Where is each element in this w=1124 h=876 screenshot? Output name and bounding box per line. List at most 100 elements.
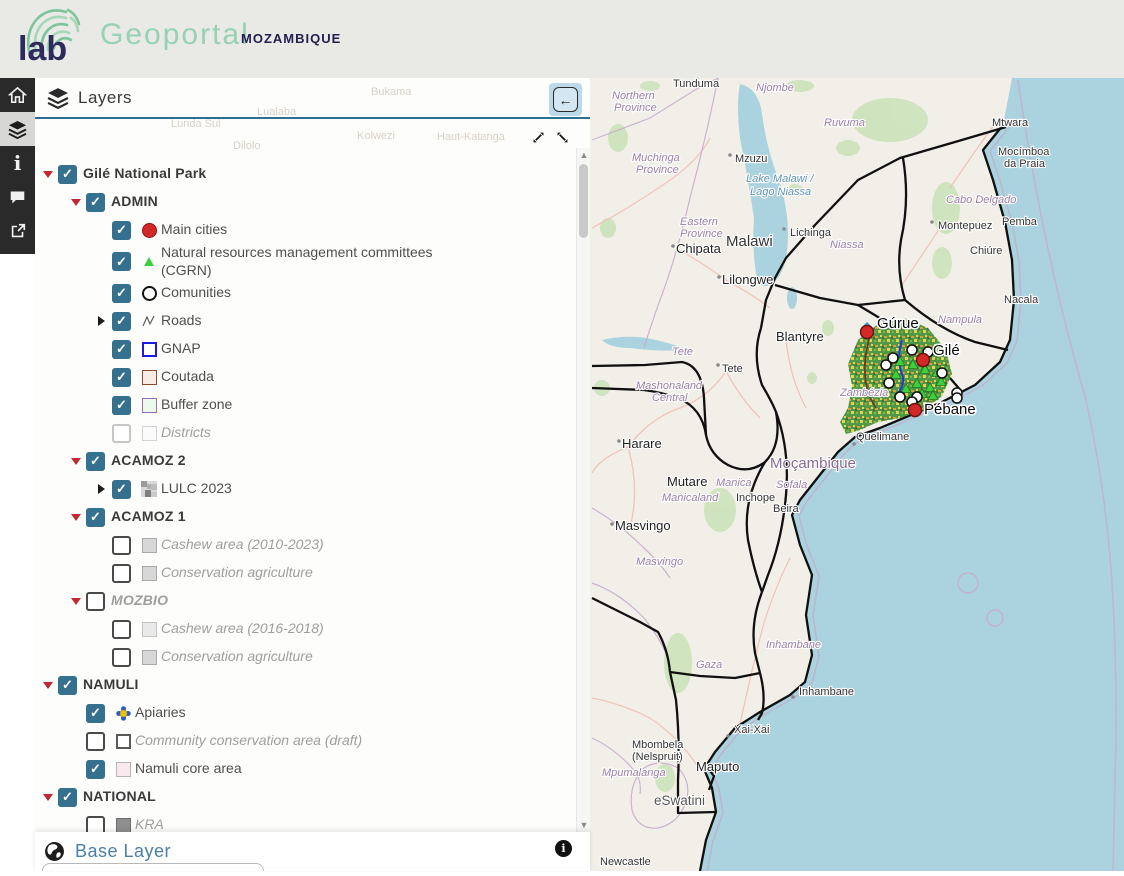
layer-tree-row[interactable]: MOZBIO — [35, 587, 576, 615]
layer-checkbox[interactable] — [86, 816, 105, 833]
base-layer-info-icon[interactable]: i — [555, 840, 572, 857]
layer-tree-row[interactable]: ✓ACAMOZ 1 — [35, 503, 576, 531]
layer-tree-row[interactable]: Cashew area (2010-2023) — [35, 531, 576, 559]
main-city-marker[interactable] — [861, 326, 874, 339]
map-place-label: Inhambane — [799, 686, 854, 698]
layer-checkbox[interactable]: ✓ — [112, 396, 131, 415]
layer-checkbox[interactable] — [112, 536, 131, 555]
layer-checkbox[interactable]: ✓ — [58, 788, 77, 807]
layer-label: Buffer zone — [161, 396, 232, 414]
main-city-marker[interactable] — [909, 404, 922, 417]
community-marker[interactable] — [937, 368, 947, 378]
layer-label: Comunities — [161, 284, 231, 302]
layer-tree-row[interactable]: Community conservation area (draft) — [35, 727, 576, 755]
layer-tree-row[interactable]: ✓Natural resources management committees… — [35, 244, 576, 279]
scrollbar-thumb[interactable] — [579, 164, 588, 238]
layer-checkbox[interactable]: ✓ — [86, 452, 105, 471]
layer-checkbox[interactable]: ✓ — [112, 252, 131, 271]
expand-down-icon[interactable] — [39, 682, 56, 689]
city-marker-label: Pébane — [924, 401, 976, 418]
layer-label: Cashew area (2016-2018) — [161, 620, 324, 638]
layer-checkbox[interactable]: ✓ — [58, 165, 77, 184]
expand-down-icon[interactable] — [39, 171, 56, 178]
layer-checkbox[interactable]: ✓ — [112, 312, 131, 331]
layer-tree-row[interactable]: ✓Namuli core area — [35, 755, 576, 783]
expand-right-icon[interactable] — [93, 484, 110, 494]
layer-checkbox[interactable]: ✓ — [112, 368, 131, 387]
layer-checkbox[interactable]: ✓ — [86, 760, 105, 779]
expand-down-icon[interactable] — [67, 458, 84, 465]
lab-logo[interactable]: lab — [16, 4, 88, 74]
layer-checkbox[interactable] — [112, 424, 131, 443]
legend-symbol-roads — [137, 311, 161, 331]
layer-tree-row[interactable]: Conservation agriculture — [35, 559, 576, 587]
community-marker[interactable] — [907, 345, 917, 355]
layer-tree-row[interactable]: ✓NATIONAL — [35, 783, 576, 811]
map-place-label: Malawi — [726, 233, 773, 250]
layer-tree-row[interactable]: Cashew area (2016-2018) — [35, 615, 576, 643]
nav-comments-button[interactable] — [0, 180, 35, 214]
layer-checkbox[interactable] — [112, 648, 131, 667]
layer-checkbox[interactable] — [112, 620, 131, 639]
layer-tree-row[interactable]: ✓Apiaries — [35, 699, 576, 727]
map-place-label: (Nelspruit) — [632, 751, 683, 763]
layer-checkbox[interactable] — [86, 592, 105, 611]
layer-checkbox[interactable]: ✓ — [112, 221, 131, 240]
community-marker[interactable] — [888, 353, 898, 363]
layer-checkbox[interactable]: ✓ — [86, 193, 105, 212]
layer-checkbox[interactable]: ✓ — [86, 508, 105, 527]
expand-down-icon[interactable] — [67, 598, 84, 605]
layer-checkbox[interactable] — [86, 732, 105, 751]
city-marker-label: Gilé — [933, 342, 960, 359]
nav-share-button[interactable] — [0, 214, 35, 248]
layers-panel-title: Layers — [78, 88, 132, 108]
layer-checkbox[interactable] — [112, 564, 131, 583]
main-city-marker[interactable] — [917, 354, 930, 367]
map-place-label: da Praia — [1004, 158, 1046, 170]
map-place-label: Central — [652, 392, 688, 404]
layer-tree-row[interactable]: ✓ Coutada — [35, 363, 576, 391]
legend-symbol-gnap — [137, 339, 161, 359]
expand-down-icon[interactable] — [67, 514, 84, 521]
layer-tree-row[interactable]: ✓LULC 2023 — [35, 475, 576, 503]
layer-checkbox[interactable]: ✓ — [112, 284, 131, 303]
layer-checkbox[interactable]: ✓ — [112, 480, 131, 499]
layer-label: Coutada — [161, 368, 214, 386]
map[interactable]: TundumaNjombeNorthernProvinceMtwaraMocím… — [590, 78, 1124, 871]
tree-scrollbar[interactable]: ▲ ▼ — [576, 148, 590, 832]
layer-tree-row[interactable]: ✓ Comunities — [35, 279, 576, 307]
layer-checkbox[interactable]: ✓ — [58, 676, 77, 695]
legend-symbol-ring — [137, 283, 161, 303]
layer-label: Cashew area (2010-2023) — [161, 536, 324, 554]
map-place-label: Province — [636, 164, 679, 176]
nav-info-button[interactable]: i — [0, 146, 35, 180]
layer-tree-row[interactable]: ✓ Buffer zone — [35, 391, 576, 419]
layer-label: Community conservation area (draft) — [135, 732, 362, 750]
layer-tree-row[interactable]: ✓Main cities — [35, 216, 576, 244]
layer-tree-row[interactable]: ✓ACAMOZ 2 — [35, 447, 576, 475]
base-layer-select[interactable] — [42, 863, 264, 871]
layer-tree-row[interactable]: KRA — [35, 811, 576, 832]
layer-checkbox[interactable]: ✓ — [112, 340, 131, 359]
layer-tree-row[interactable]: ✓GNAP — [35, 335, 576, 363]
scroll-down-icon[interactable]: ▼ — [577, 818, 591, 832]
layer-tree-row[interactable]: ✓ADMIN — [35, 188, 576, 216]
layer-tree-row[interactable]: ✓Roads — [35, 307, 576, 335]
expand-right-icon[interactable] — [93, 316, 110, 326]
town-dot — [717, 275, 721, 279]
layer-tree-row[interactable]: Districts — [35, 419, 576, 447]
scroll-up-icon[interactable]: ▲ — [577, 148, 591, 162]
layer-tree-row[interactable]: ✓NAMULI — [35, 671, 576, 699]
layer-tree-row[interactable]: Conservation agriculture — [35, 643, 576, 671]
layer-checkbox[interactable]: ✓ — [86, 704, 105, 723]
collapse-diagonal-icon[interactable] — [555, 130, 570, 145]
map-place-label: Lichinga — [790, 227, 832, 239]
expand-down-icon[interactable] — [39, 794, 56, 801]
panel-collapse-button[interactable]: ← — [549, 83, 582, 116]
nav-home-button[interactable] — [0, 78, 35, 112]
expand-diagonal-icon[interactable] — [531, 130, 546, 145]
community-marker[interactable] — [895, 392, 905, 402]
nav-layers-button[interactable] — [0, 112, 35, 146]
layer-tree-row[interactable]: ✓Gilé National Park — [35, 160, 576, 188]
expand-down-icon[interactable] — [67, 199, 84, 206]
